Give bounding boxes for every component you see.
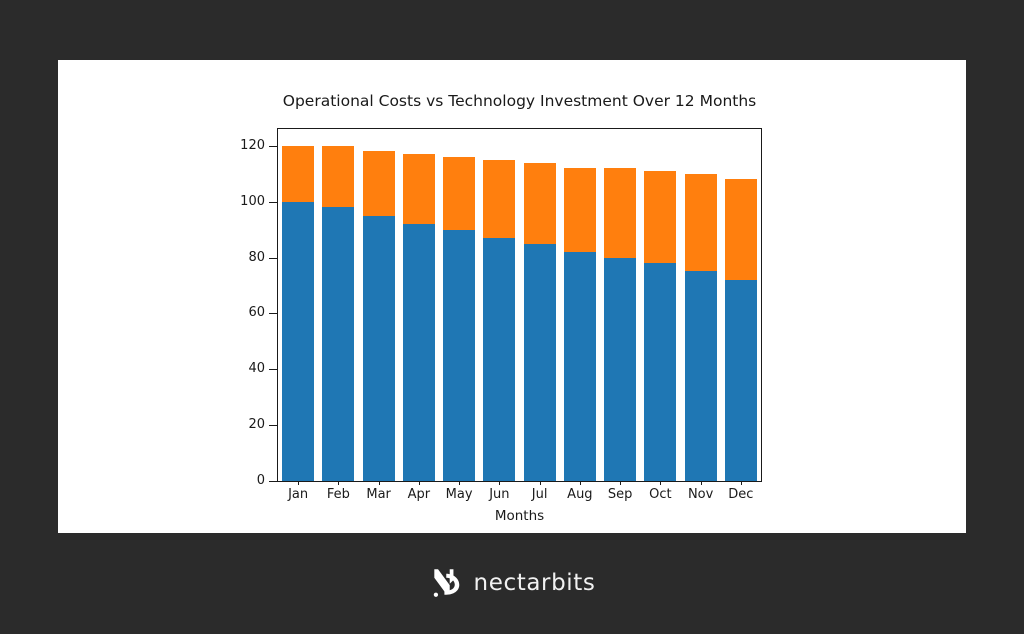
bar-segment-operational-costs [322,207,355,481]
bar-segment-operational-costs [402,223,435,481]
bar-segment-operational-costs [362,215,395,481]
x-axis-tick-label: Jun [489,487,510,502]
y-axis-tick-label: 120 [240,137,265,153]
bar-segment-technology-investment [684,173,717,272]
x-axis-tick [579,481,581,485]
x-axis-tick [418,481,420,485]
x-axis-tick-label: Dec [728,487,754,502]
bar-segment-technology-investment [563,168,596,252]
bar-stack [282,145,315,481]
y-axis-tick: 120 [240,138,278,153]
bar-segment-operational-costs [483,237,516,481]
figure-panel: Operational Costs vs Technology Investme… [58,60,966,533]
chart-title: Operational Costs vs Technology Investme… [282,92,757,110]
x-axis-tick-label: Aug [567,487,593,502]
bar-stack [362,151,395,481]
bar-segment-technology-investment [282,145,315,202]
x-axis-tick [660,481,662,485]
x-axis-tick [620,481,622,485]
bar-segment-technology-investment [402,154,435,224]
bar-stack [684,173,717,481]
x-axis-label: Months [494,508,545,524]
plot-area: 0 20 40 60 80 100 120 Jan Feb Mar Apr May Jun Jul Aug S… [240,129,761,502]
bar-stack [724,179,757,481]
x-axis-tick [740,481,742,485]
bar-segment-operational-costs [563,251,596,481]
bar-segment-technology-investment [362,151,395,216]
footer-branding: nectarbits [0,566,1024,600]
bar-stack [322,145,355,481]
x-axis-tick [539,481,541,485]
x-axis-tick [298,481,300,485]
nectarbits-logo-icon [433,569,459,597]
bar-segment-technology-investment [644,170,677,264]
bar-segment-technology-investment [523,162,556,244]
y-axis-tick: 100 [240,194,278,209]
x-axis-tick-label: Feb [326,487,350,502]
x-axis-tick-label: Oct [649,487,672,502]
bar-segment-technology-investment [483,159,516,238]
y-axis-tick-label: 80 [248,249,265,265]
bar-stack [483,159,516,481]
y-axis-tick-label: 40 [248,361,265,377]
bar-stack [402,154,435,481]
x-axis-tick [499,481,501,485]
x-axis-tick [459,481,461,485]
x-axis-tick [700,481,702,485]
x-axis-tick-label: Sep [607,487,633,502]
y-axis-tick: 40 [248,361,278,376]
y-axis-tick-label: 20 [248,417,265,433]
y-axis-tick: 80 [248,250,278,265]
bar-segment-technology-investment [604,168,637,258]
bar-stack [523,162,556,481]
bar-stack [604,168,637,481]
bar-stack [443,156,476,481]
y-axis-tick-label: 100 [240,193,265,209]
y-axis-tick-label: 0 [256,473,265,488]
bar-segment-operational-costs [644,263,677,481]
x-axis-tick-label: Mar [366,487,391,502]
x-axis-tick-label: Jan [288,487,309,502]
y-axis-tick: 0 [257,473,278,488]
bar-segment-operational-costs [724,279,757,481]
y-axis-tick-label: 60 [248,305,265,321]
bar-segment-operational-costs [604,257,637,481]
chart-axes: 0 20 40 60 80 100 120 Jan Feb Mar Apr May Jun Jul Aug S… [240,128,762,524]
bar-segment-operational-costs [443,229,476,481]
bar-segment-operational-costs [684,271,717,481]
bar-segment-operational-costs [282,201,315,481]
brand-wordmark: nectarbits [473,570,596,596]
y-axis-tick: 60 [248,305,278,320]
x-axis-tick-label: Nov [687,487,714,502]
bar-stack [644,170,677,481]
x-axis-tick-label: Jul [531,487,548,502]
x-axis-tick [378,481,380,485]
bar-segment-operational-costs [523,243,556,481]
bar-segment-technology-investment [443,156,476,230]
bar-segment-technology-investment [322,145,355,208]
x-axis-tick [338,481,340,485]
x-axis-tick-label: Apr [407,487,431,502]
x-axis-tick-label: May [445,487,473,502]
y-axis-tick: 20 [248,417,278,432]
bar-stack [563,168,596,481]
bar-segment-technology-investment [724,179,757,280]
